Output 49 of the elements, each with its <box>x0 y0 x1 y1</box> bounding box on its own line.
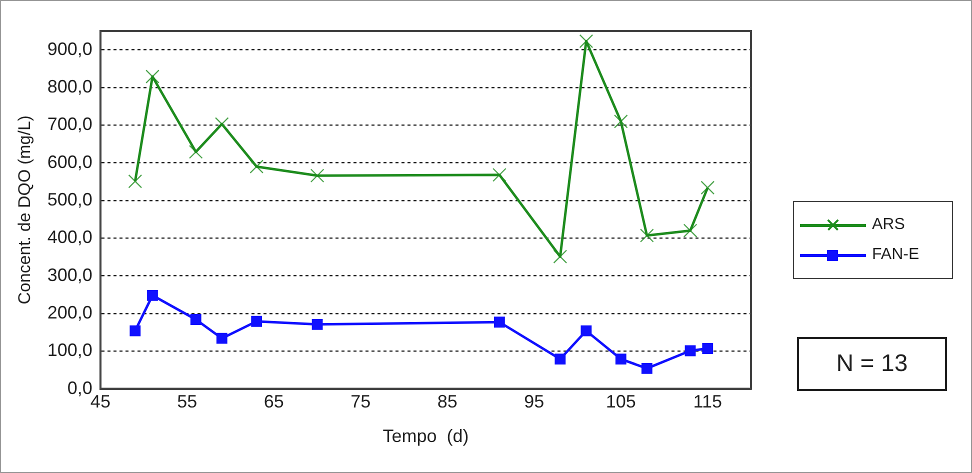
point <box>580 325 592 336</box>
y-tick-label: 0,0 <box>67 378 92 398</box>
y-tick-label: 100,0 <box>47 340 92 360</box>
point <box>190 314 202 325</box>
point <box>492 168 506 182</box>
legend-label: FAN-E <box>872 246 920 264</box>
point <box>641 363 652 374</box>
point <box>683 224 698 238</box>
point <box>684 345 696 356</box>
point <box>216 332 228 344</box>
y-tick-label: 700,0 <box>47 114 92 134</box>
x-tick-label: 75 <box>350 392 371 412</box>
point <box>128 174 142 188</box>
point <box>553 250 568 264</box>
point <box>640 228 654 242</box>
point <box>702 343 714 354</box>
y-tick-label: 200,0 <box>47 302 92 322</box>
legend-label: ARS <box>872 216 905 234</box>
point <box>188 144 203 159</box>
point <box>494 316 505 328</box>
x-tick-label: 95 <box>524 392 544 412</box>
point <box>579 34 594 48</box>
x-tick-label: 105 <box>606 392 636 412</box>
point <box>250 160 264 174</box>
x-tick-label: 65 <box>264 392 284 412</box>
y-tick-label: 400,0 <box>47 227 92 248</box>
y-tick-label: 600,0 <box>47 152 92 172</box>
point <box>700 180 715 195</box>
x-tick-label: 115 <box>693 392 722 412</box>
y-tick-label: 900,0 <box>47 38 92 59</box>
point <box>554 354 566 364</box>
point <box>214 117 229 131</box>
point <box>130 325 141 336</box>
y-tick-label: 800,0 <box>47 76 92 96</box>
x-tick-label: 55 <box>177 392 198 412</box>
point <box>147 290 158 301</box>
point <box>615 354 626 364</box>
x-axis-title: Tempo (d) <box>382 426 469 446</box>
x-tick-label: 85 <box>437 392 458 412</box>
y-tick-label: 300,0 <box>47 264 92 285</box>
y-tick-label: 500,0 <box>47 189 92 210</box>
x-tick-label: 45 <box>90 392 110 412</box>
y-axis-title: Concent. de DQO (mg/L) <box>14 115 34 304</box>
point <box>146 70 160 84</box>
point <box>614 114 628 128</box>
point <box>251 316 262 327</box>
point <box>312 318 323 330</box>
point <box>310 168 324 183</box>
text: N = 13 <box>797 337 947 391</box>
